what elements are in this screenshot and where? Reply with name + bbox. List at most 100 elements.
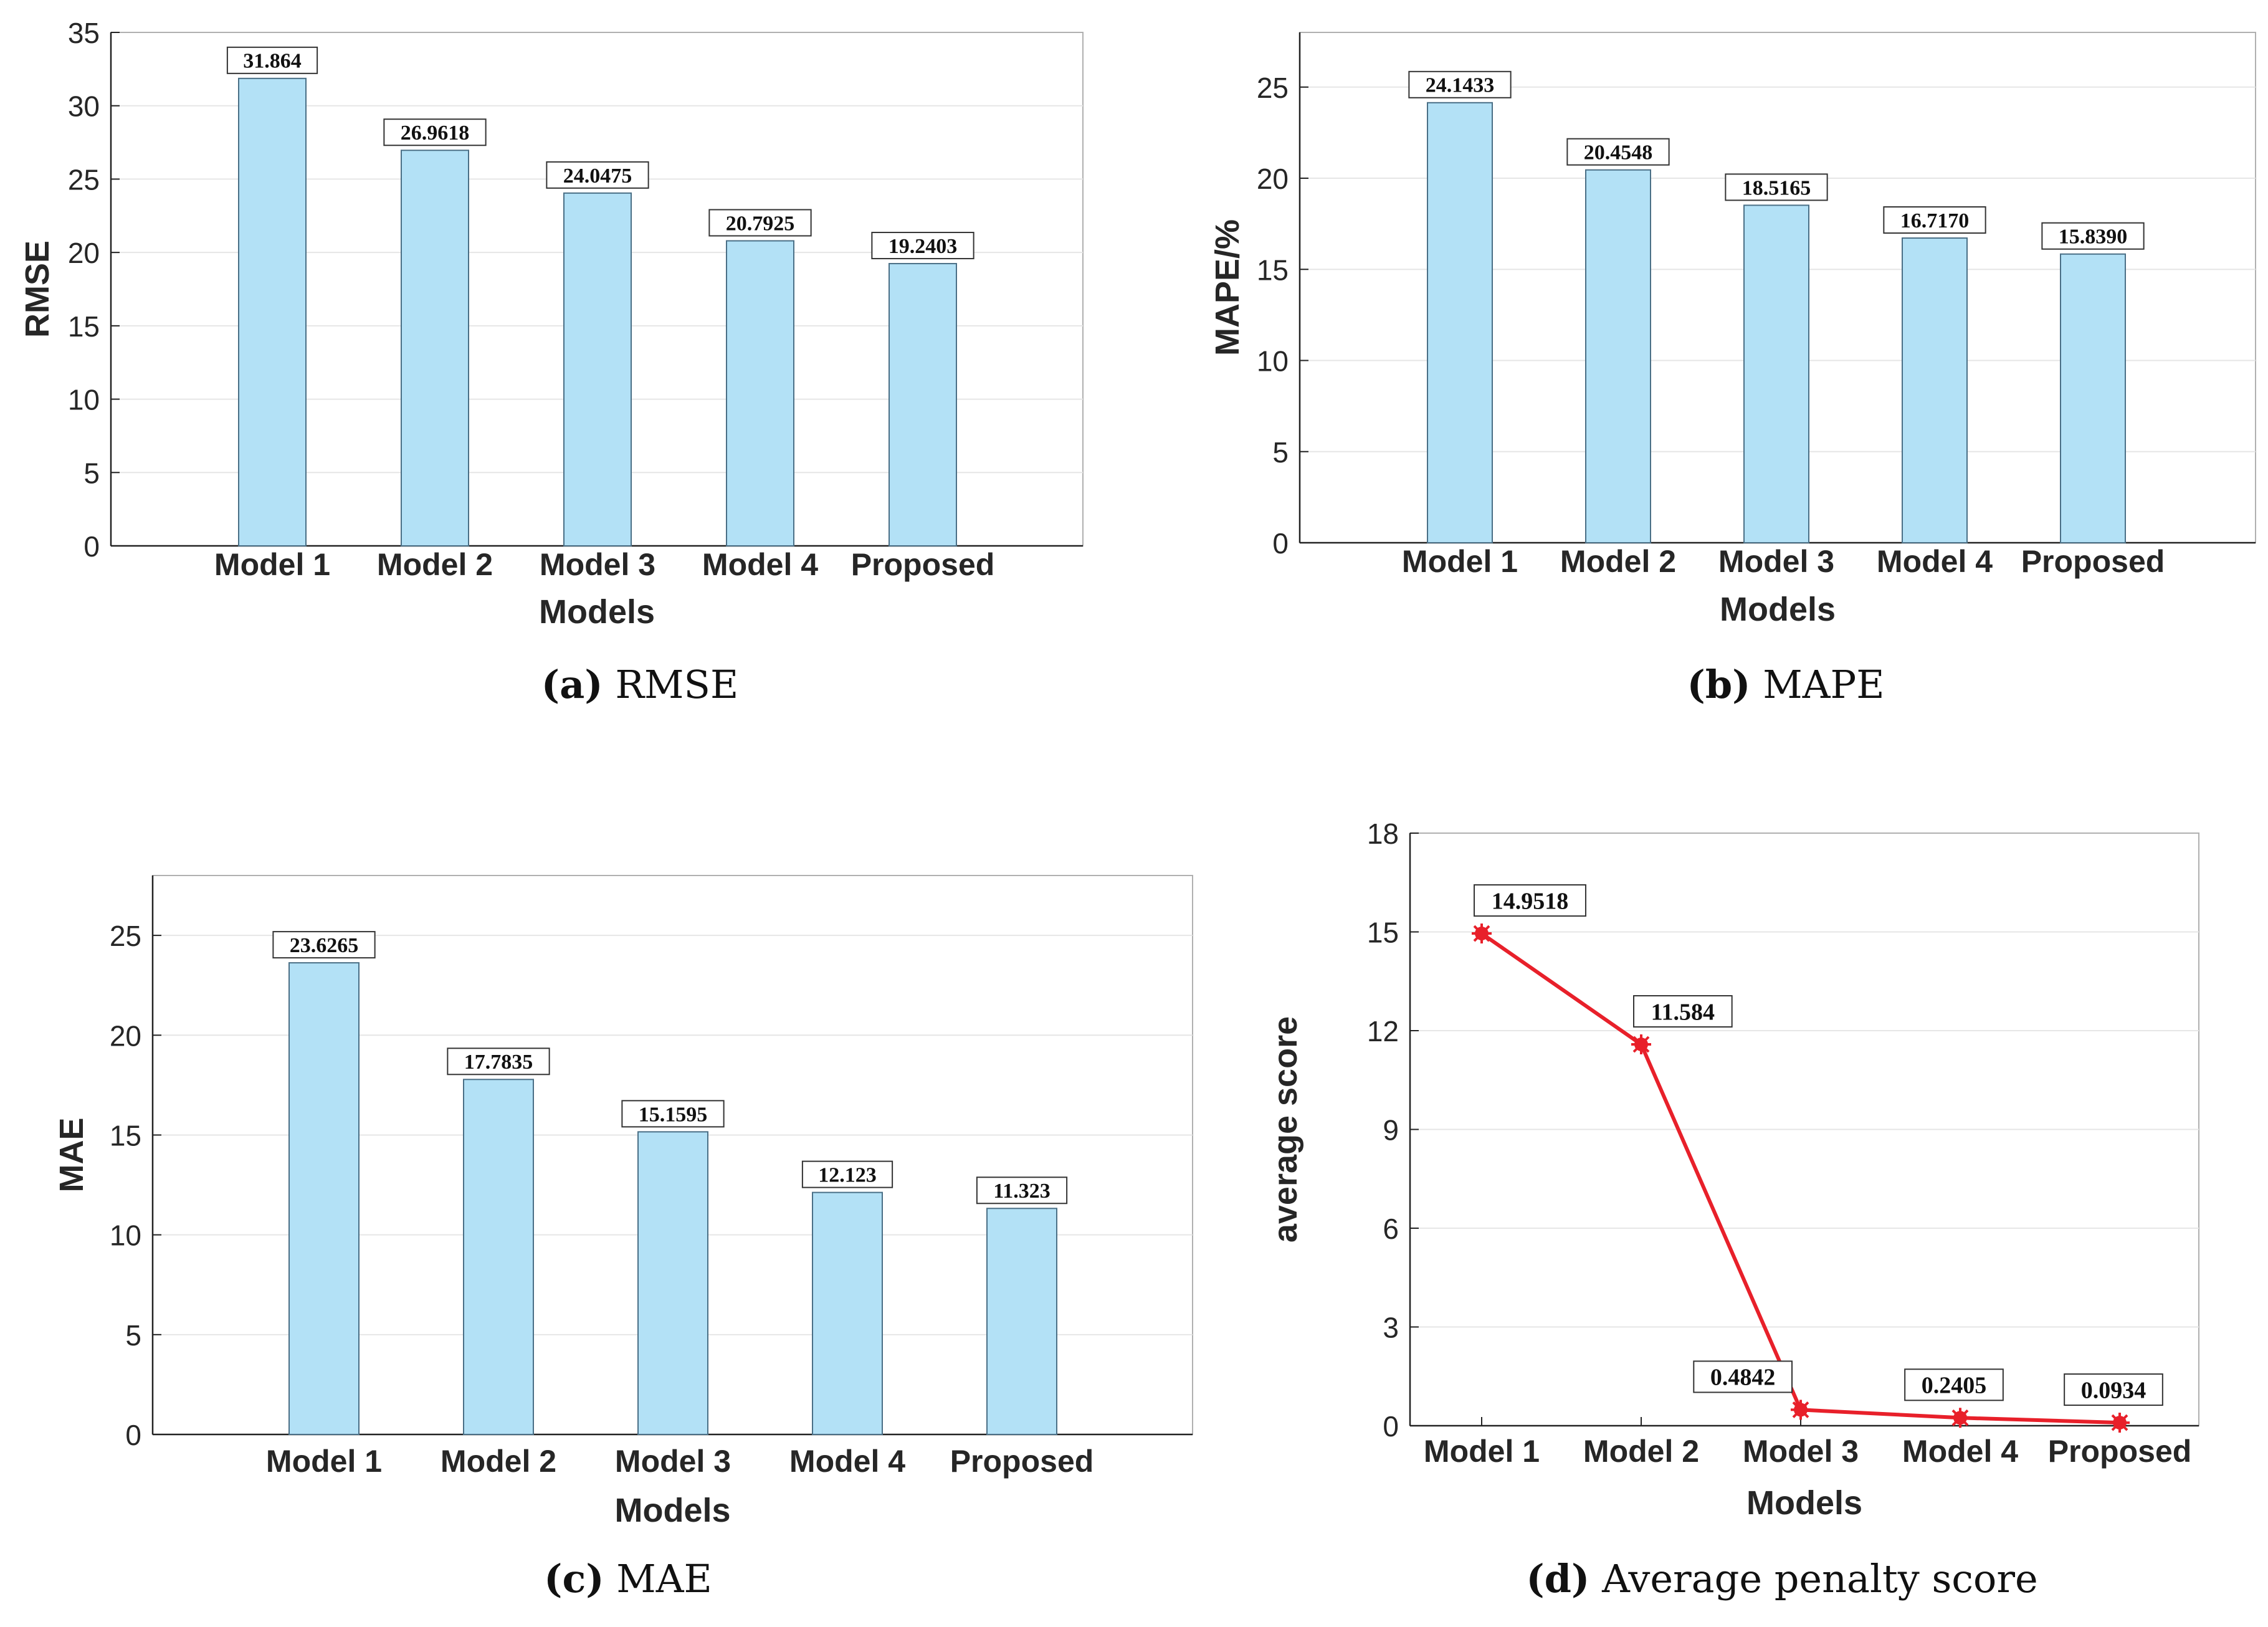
- data-label: 26.9618: [383, 118, 487, 146]
- y-tick-label: 12: [1367, 1015, 1399, 1047]
- bar: [889, 263, 957, 546]
- bar: [1743, 204, 1809, 543]
- data-label-text: 23.6265: [290, 934, 359, 957]
- point-star-d2: [1792, 1401, 1809, 1418]
- x-tick-label: Model 3: [1743, 1434, 1859, 1469]
- y-tick-label: 15: [68, 310, 100, 343]
- data-label-text: 12.123: [818, 1164, 877, 1187]
- data-label-box: [2041, 222, 2145, 250]
- x-tick-label: Model 2: [1560, 544, 1676, 579]
- y-tick-label: 25: [68, 163, 100, 196]
- data-label: 14.9518: [1474, 884, 1586, 917]
- y-axis-title: average score: [1267, 1016, 1304, 1243]
- x-tick-label: Proposed: [2021, 544, 2165, 579]
- bar: [726, 240, 794, 546]
- x-tick-label: Model 1: [266, 1444, 382, 1479]
- y-tick-label: 15: [110, 1119, 141, 1152]
- chart-d: 0 3 6 9 12 15 18 14.9518 11.584 0.4842 0.2405 0.093…: [1267, 818, 2199, 1601]
- bar: [288, 962, 360, 1435]
- data-label-text: 11.323: [993, 1180, 1051, 1203]
- bar: [238, 77, 307, 547]
- data-label: 12.123: [801, 1160, 893, 1188]
- data-label: 31.864: [226, 46, 318, 74]
- y-tick-label: 0: [1272, 527, 1289, 560]
- data-label-box: [1633, 995, 1733, 1028]
- data-label-text: 15.8390: [2059, 226, 2128, 249]
- data-point: [2110, 1413, 2130, 1433]
- data-label-text: 20.4548: [1584, 141, 1653, 165]
- y-tick-label: 5: [83, 457, 100, 489]
- y-tick-label: 20: [1257, 163, 1289, 195]
- data-label-text: 31.864: [243, 50, 302, 73]
- bar: [401, 150, 469, 546]
- y-axis-title: MAPE/%: [1209, 219, 1246, 356]
- y-tick-label: 20: [68, 237, 100, 269]
- data-label-text: 16.7170: [1900, 209, 1970, 232]
- x-tick-label: Model 4: [1877, 544, 1993, 579]
- data-point: [1472, 923, 1492, 944]
- data-label-text: 11.584: [1651, 999, 1715, 1025]
- data-label-box: [546, 161, 649, 189]
- data-label-text: 24.0475: [563, 165, 632, 188]
- x-tick-label: Model 1: [1424, 1434, 1540, 1469]
- x-tick-label: Model 3: [540, 547, 655, 582]
- x-axis-title: Models: [614, 1492, 730, 1529]
- data-label-box: [976, 1176, 1068, 1205]
- x-tick-label: Model 2: [441, 1444, 556, 1479]
- x-tick-label: Proposed: [2048, 1434, 2192, 1469]
- data-label-box: [708, 209, 812, 237]
- data-label-text: 20.7925: [726, 212, 795, 235]
- x-tick-label: Model 2: [1583, 1434, 1699, 1469]
- chart-a: 0 5 10 15 20 25 30 35 31.864 26.9618 24.0475 20.792…: [19, 17, 1084, 707]
- data-label-text: 26.9618: [401, 122, 470, 145]
- point-star-d2: [1951, 1409, 1969, 1426]
- bar: [1585, 169, 1651, 544]
- data-label-box: [383, 118, 487, 146]
- y-tick-label: 0: [83, 530, 100, 563]
- caption-text: RMSE: [615, 662, 738, 707]
- y-axis-title: MAE: [53, 1118, 90, 1193]
- data-label: 24.0475: [546, 161, 649, 189]
- data-label-text: 0.2405: [1922, 1373, 1987, 1399]
- x-tick-label: Model 3: [1718, 544, 1834, 579]
- data-label-text: 0.0934: [2081, 1377, 2146, 1403]
- y-tick-label: 6: [1383, 1213, 1399, 1245]
- y-tick-label: 5: [1272, 436, 1289, 469]
- bar: [812, 1191, 883, 1435]
- x-tick-label: Model 4: [1902, 1434, 2018, 1469]
- data-label: 24.1433: [1408, 70, 1512, 98]
- x-axis-title: Models: [1746, 1484, 1862, 1522]
- bar: [463, 1079, 534, 1435]
- y-tick-label: 18: [1367, 818, 1399, 850]
- subfigure-caption: (c) MAE: [544, 1556, 712, 1601]
- y-tick-label: 5: [125, 1319, 141, 1352]
- x-axis-title: Models: [1720, 591, 1836, 628]
- data-label: 17.7835: [447, 1047, 550, 1076]
- data-label-text: 14.9518: [1492, 888, 1569, 914]
- y-tick-label: 9: [1383, 1114, 1399, 1147]
- data-label-box: [1904, 1368, 2004, 1401]
- subfigure-caption: (a) RMSE: [541, 662, 738, 707]
- bar: [563, 192, 632, 546]
- caption-text: MAE: [616, 1556, 712, 1601]
- data-label: 0.4842: [1693, 1360, 1793, 1393]
- point-star-d2: [2111, 1414, 2128, 1431]
- chart-b: 0 5 10 15 20 25 24.1433 20.4548 18.5165 16.7170 15…: [1209, 32, 2256, 707]
- subfigure-caption: (d) Average penalty score: [1526, 1556, 2037, 1601]
- bar: [986, 1208, 1057, 1436]
- data-label-text: 0.4842: [1710, 1365, 1776, 1391]
- point-star-d2: [1632, 1036, 1650, 1053]
- y-tick-label: 20: [110, 1019, 141, 1052]
- data-label-box: [1474, 884, 1586, 917]
- caption-letter: (b): [1687, 662, 1751, 707]
- data-label-text: 19.2403: [889, 235, 958, 258]
- y-tick-label: 10: [68, 384, 100, 416]
- y-axis-title: RMSE: [19, 241, 56, 338]
- data-label-box: [2064, 1373, 2163, 1406]
- caption-letter: (c): [544, 1556, 604, 1601]
- data-label: 23.6265: [272, 931, 376, 959]
- data-label-box: [272, 931, 376, 959]
- data-label: 20.7925: [708, 209, 812, 237]
- y-tick-label: 0: [125, 1419, 141, 1451]
